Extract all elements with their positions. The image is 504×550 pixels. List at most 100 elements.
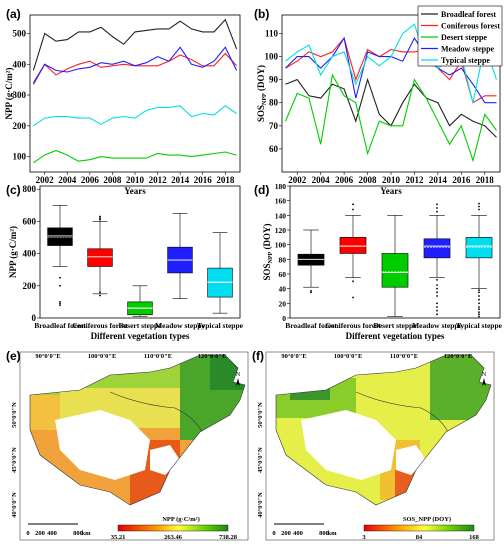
- outlier-point: [59, 284, 61, 287]
- y-tick-label: 80: [269, 98, 279, 108]
- category-label: Typical steppe: [456, 321, 503, 330]
- y-axis-label: NPP (g·C/m²): [8, 226, 18, 278]
- box-4: [465, 202, 493, 318]
- x-tick-label: 2018: [216, 175, 235, 185]
- x-axis-label: Different vegetation types: [91, 331, 190, 341]
- y-tick-label: 80: [279, 255, 287, 264]
- scale-label: km: [327, 530, 337, 537]
- y-tick-label: 100: [13, 152, 27, 162]
- y-tick-label: 800: [23, 184, 37, 194]
- box-0: [297, 229, 325, 294]
- outlier-point: [478, 291, 480, 294]
- lat-label: 40°0'0"N: [11, 492, 18, 518]
- y-tick-label: 120: [275, 226, 287, 235]
- series-line-2: [284, 73, 497, 163]
- colorbar-tick-label: 738.28: [219, 534, 238, 541]
- box-body: [87, 248, 113, 267]
- y-tick-label: 70: [269, 121, 279, 131]
- colorbar: [117, 524, 229, 532]
- outlier-point: [352, 203, 354, 206]
- panel-label: (c): [6, 183, 21, 197]
- lon-label: 90°0'0"E: [281, 353, 306, 360]
- y-axis-label: SOSNPP (DOY): [262, 224, 274, 281]
- outlier-point: [478, 202, 480, 205]
- north-arrow-label: N: [482, 371, 487, 378]
- outlier-point: [99, 291, 101, 294]
- category-label: Desert steppe: [118, 321, 162, 330]
- y-tick-label: 40: [279, 285, 287, 294]
- panel-label: (d): [254, 183, 269, 197]
- outlier-point: [436, 313, 438, 316]
- y-tick-label: 160: [275, 197, 287, 206]
- category-label: Desert steppe: [373, 321, 417, 330]
- y-tick-label: 20: [279, 299, 287, 308]
- panel-d: 0 20 40 60 80 100 120 140 160 180 Broadleaf forest…: [254, 182, 503, 341]
- legend-entry: Broadleaf forest: [441, 10, 496, 19]
- outlier-point: [436, 287, 438, 290]
- scale-label: 800: [73, 530, 83, 537]
- lon-label: 100°0'0"E: [88, 353, 117, 360]
- panel-label: (e): [6, 349, 21, 363]
- outlier-point: [436, 309, 438, 312]
- legend-box: [417, 5, 503, 67]
- box-body: [47, 227, 73, 246]
- y-tick-label: 500: [13, 28, 27, 38]
- y-tick-label: 140: [275, 211, 287, 220]
- scale-label: 400: [47, 530, 57, 537]
- outlier-point: [59, 302, 61, 305]
- series-line-0: [32, 18, 238, 71]
- y-tick-label: 0: [282, 314, 286, 323]
- scale-label: 0: [272, 530, 275, 537]
- y-tick-label: 200: [23, 281, 37, 291]
- scale-label: 200: [35, 530, 45, 537]
- x-tick-label: 2018: [476, 175, 495, 185]
- x-tick-label: 2016: [194, 175, 213, 185]
- x-tick-label: 2006: [81, 175, 100, 185]
- y-tick-label: 100: [265, 52, 279, 62]
- category-label: Meadow steppe: [412, 321, 462, 330]
- outlier-point: [352, 296, 354, 299]
- outlier-point: [478, 306, 480, 308]
- lon-label: 100°0'0"E: [334, 353, 363, 360]
- outlier-point: [478, 315, 480, 318]
- x-tick-label: 2002: [288, 175, 307, 185]
- box-2: [381, 215, 409, 317]
- colorbar-title: SOS_NPP (DOY): [403, 516, 451, 523]
- outlier-point: [478, 205, 480, 208]
- y-tick-label: 400: [13, 59, 27, 69]
- x-tick-label: 2012: [405, 175, 424, 185]
- colorbar-tick-label: 35.21: [111, 534, 126, 541]
- outlier-point: [436, 210, 438, 213]
- x-tick-label: 2004: [58, 175, 77, 185]
- outlier-point: [478, 289, 480, 292]
- plot-frame: [39, 185, 241, 319]
- box-body: [381, 253, 409, 288]
- x-axis-label: Years: [124, 186, 146, 196]
- series-line-2: [33, 149, 237, 164]
- category-label: Coniferous forest: [325, 321, 381, 330]
- x-tick-label: 2016: [452, 175, 471, 185]
- legend-entry: Desert steppe: [441, 33, 487, 42]
- y-tick-label: 100: [275, 241, 287, 250]
- y-tick-label: 180: [275, 182, 287, 191]
- legend-entry: Coniferous forest: [441, 22, 500, 31]
- colorbar-tick-label: 3: [362, 534, 366, 541]
- y-tick-label: 600: [23, 216, 37, 226]
- outlier-point: [436, 207, 438, 209]
- colorbar-tick-label: 168: [469, 534, 480, 541]
- outlier-point: [478, 295, 480, 297]
- y-tick-label: 110: [265, 28, 279, 38]
- category-label: Coniferous forest: [72, 321, 128, 330]
- y-tick-label: 400: [23, 249, 37, 259]
- outlier-point: [436, 278, 438, 281]
- legend-entry: Meadow steppe: [441, 45, 495, 54]
- colorbar: [363, 524, 475, 532]
- x-axis-label: Years: [380, 186, 402, 196]
- lat-label: 50°0'0"N: [257, 402, 264, 428]
- plot-frame: [29, 14, 241, 173]
- outlier-point: [310, 291, 312, 294]
- panel-b: 2002 2004 2006 2008 2010 2012 2014 2016 2018 60 70…: [254, 5, 503, 196]
- outlier-point: [436, 302, 438, 305]
- outlier-point: [99, 294, 101, 297]
- x-tick-label: 2004: [312, 175, 331, 185]
